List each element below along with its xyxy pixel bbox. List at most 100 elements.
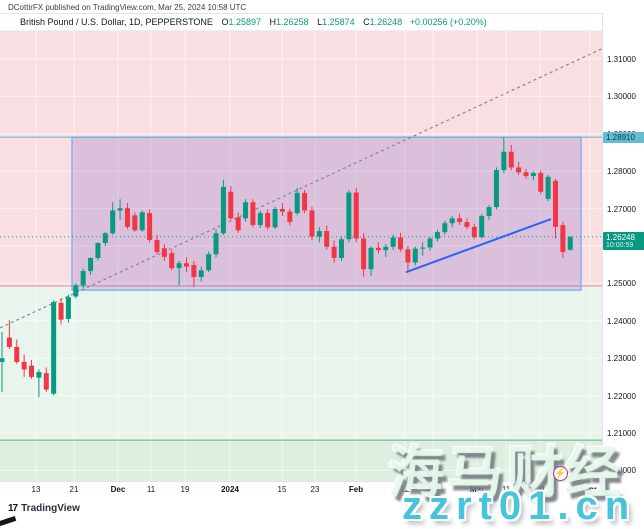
tradingview-logo-text: TradingView <box>21 502 80 514</box>
candle <box>124 202 130 230</box>
time-axis-label: 23 <box>310 485 320 494</box>
candle <box>139 210 145 232</box>
candle <box>338 236 344 261</box>
change-value: +0.00256 (+0.20%) <box>409 17 487 27</box>
close-value: 1.26248 <box>369 17 403 27</box>
candle <box>220 179 226 236</box>
last-price-label: 1.26248 10:00:59 <box>603 231 644 250</box>
time-axis-label: 11 <box>146 485 156 494</box>
price-axis[interactable]: 1.310001.300001.290001.280001.270001.260… <box>602 13 644 496</box>
candle <box>235 212 241 233</box>
low-value: 1.25874 <box>322 17 355 27</box>
candle <box>316 227 322 243</box>
candle <box>353 187 359 243</box>
publish-attribution: DCottirFX published on TradingView.com, … <box>8 3 247 12</box>
chart-pane[interactable] <box>0 31 602 481</box>
tradingview-footer[interactable]: 17 TradingView <box>8 501 80 515</box>
candle <box>243 199 249 222</box>
tradingview-logo-icon: 17 <box>8 502 18 514</box>
low-label: L <box>317 17 323 27</box>
candle <box>442 220 448 235</box>
price-axis-label: 1.21000 <box>607 429 636 438</box>
candle <box>560 221 566 258</box>
candle <box>375 242 381 254</box>
candle <box>390 234 396 250</box>
candle <box>302 189 308 214</box>
candle <box>486 204 492 220</box>
candle <box>516 161 522 175</box>
candle <box>198 266 204 282</box>
candle <box>545 174 551 202</box>
candle <box>538 170 544 195</box>
candle <box>228 186 234 220</box>
candle <box>43 367 49 392</box>
candle <box>471 223 477 240</box>
candle <box>553 179 558 239</box>
card-top-border <box>0 13 644 14</box>
price-axis-label: 1.22000 <box>607 391 636 401</box>
candle <box>493 167 499 210</box>
bar-countdown: 10:00:59 <box>606 241 634 249</box>
time-axis-label: 13 <box>31 485 41 494</box>
lightning-badge-icon: ⚡ <box>553 466 568 481</box>
time-axis[interactable]: 13 21 Dec 11 19 2024 15 23 Feb 12 20 Mar 11 19 Apr <box>0 481 602 497</box>
candle <box>257 210 263 229</box>
high-value: 1.26258 <box>276 17 309 27</box>
candle <box>405 246 411 271</box>
grid-lines <box>0 31 602 481</box>
candle <box>420 242 426 256</box>
price-axis-label: 1.20000 <box>607 466 636 476</box>
time-axis-label: Apr <box>583 485 597 494</box>
blue-trendline[interactable] <box>405 218 552 274</box>
price-axis-label: 1.30000 <box>607 92 636 102</box>
candle <box>272 206 278 230</box>
candle <box>361 232 367 277</box>
time-axis-label: 12 <box>400 485 410 494</box>
candle <box>250 199 256 228</box>
candle <box>324 225 330 250</box>
candle <box>73 283 79 299</box>
corner-artifact <box>0 516 17 527</box>
price-axis-label: 1.28000 <box>607 167 636 177</box>
candle <box>508 145 514 171</box>
price-axis-label: 1.27000 <box>607 204 636 214</box>
candle <box>412 246 418 266</box>
candles-layer <box>0 137 573 398</box>
zone-edges <box>0 285 602 441</box>
price-chart[interactable] <box>0 31 602 481</box>
open-label: O <box>221 17 229 27</box>
price-axis-label: 1.25000 <box>607 279 636 289</box>
time-axis-label: Feb <box>348 485 364 494</box>
highlight-box[interactable] <box>71 136 582 291</box>
time-axis-label: 2024 <box>221 485 239 494</box>
candle <box>398 232 404 252</box>
dashed-trendline[interactable] <box>0 44 602 329</box>
candle <box>279 202 285 217</box>
candle <box>457 213 463 226</box>
candle <box>523 168 529 179</box>
candle <box>0 332 5 392</box>
candle <box>501 137 507 174</box>
time-axis-label: 15 <box>277 485 287 494</box>
candle <box>161 244 167 261</box>
candle <box>464 218 470 230</box>
candle <box>80 268 86 289</box>
candle <box>530 171 536 181</box>
candle <box>427 236 433 251</box>
symbol-legend[interactable]: British Pound / U.S. Dollar, 1D, PEPPERS… <box>20 17 487 29</box>
candle <box>21 354 27 377</box>
candle <box>29 360 35 379</box>
candle <box>213 229 219 258</box>
candle <box>88 257 94 275</box>
candle <box>6 320 12 349</box>
candle <box>294 187 300 216</box>
candle <box>383 244 389 258</box>
candle <box>265 209 271 230</box>
time-axis-label: 19 <box>535 485 545 494</box>
time-axis-label: Dec <box>110 485 126 494</box>
candle <box>65 294 71 323</box>
candle <box>331 240 337 263</box>
candle <box>117 199 123 220</box>
close-label: C <box>363 17 370 27</box>
